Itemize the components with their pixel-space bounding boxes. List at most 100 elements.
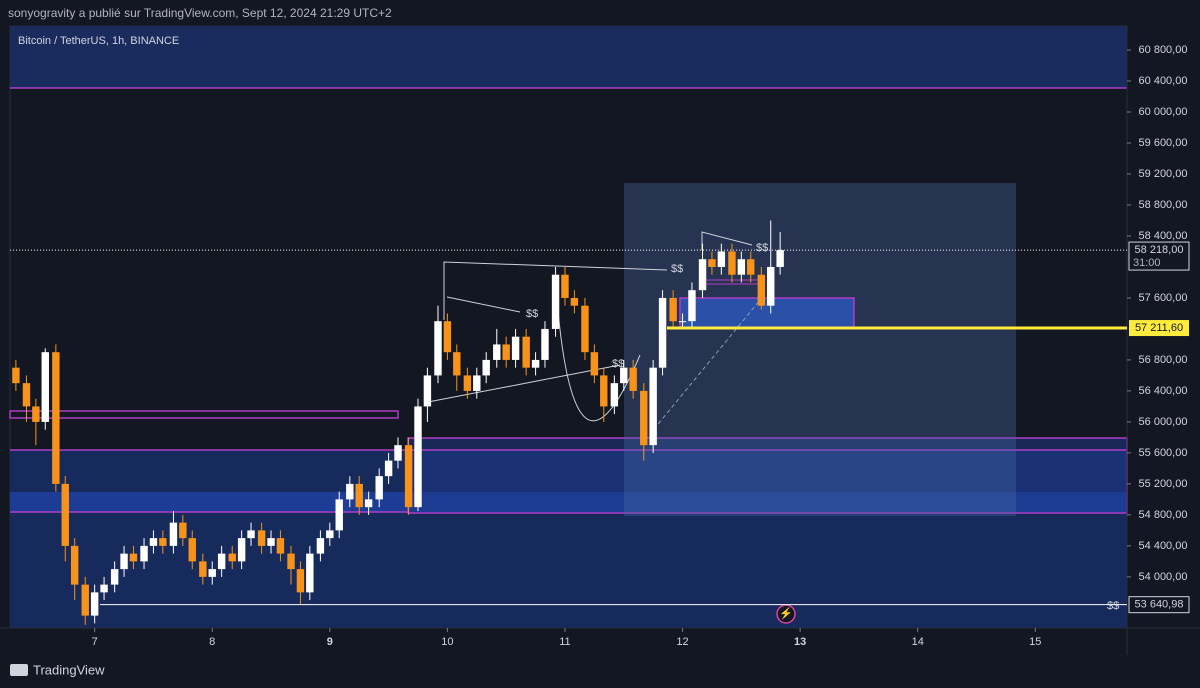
zone bbox=[10, 26, 1127, 88]
y-tick-label: 54 000,00 bbox=[1139, 571, 1188, 583]
candle-body bbox=[717, 251, 726, 267]
candle-body bbox=[620, 367, 628, 384]
annotation: $$ bbox=[671, 263, 683, 275]
candle-body bbox=[658, 297, 667, 368]
price-label: 53 640,98 bbox=[1135, 599, 1184, 611]
candle-body bbox=[52, 352, 60, 484]
candle-body bbox=[522, 336, 530, 368]
trend-line bbox=[446, 296, 521, 313]
price-label: 58 218,00 bbox=[1135, 244, 1184, 256]
candle-body bbox=[404, 445, 413, 508]
trend-line bbox=[443, 261, 668, 320]
candle-body bbox=[747, 259, 755, 275]
x-tick-label: 11 bbox=[559, 636, 570, 648]
logo bbox=[10, 664, 28, 676]
candle-body bbox=[375, 476, 383, 500]
candle-body bbox=[473, 375, 481, 391]
drawings bbox=[427, 231, 761, 441]
candle-body bbox=[688, 290, 696, 322]
footer: TradingView bbox=[33, 662, 105, 677]
candle-body bbox=[776, 250, 784, 267]
y-tick-label: 57 600,00 bbox=[1139, 292, 1188, 304]
candle-body bbox=[228, 553, 236, 562]
candle-body bbox=[346, 483, 354, 500]
candle-body bbox=[70, 545, 79, 585]
candle-body bbox=[237, 538, 246, 562]
candle-body bbox=[22, 383, 31, 407]
candle-body bbox=[149, 538, 158, 546]
annotation: $$ bbox=[612, 358, 624, 370]
candle-body bbox=[482, 359, 490, 376]
y-tick-label: 60 400,00 bbox=[1139, 75, 1188, 87]
candle-body bbox=[502, 344, 510, 360]
x-tick-label: 10 bbox=[441, 636, 453, 648]
footer-logo bbox=[10, 664, 28, 676]
candle-body bbox=[364, 499, 373, 508]
x-tick-label: 15 bbox=[1029, 636, 1041, 648]
candle-body bbox=[570, 297, 579, 306]
y-tick-label: 55 600,00 bbox=[1139, 447, 1188, 459]
candle-body bbox=[708, 259, 716, 267]
candle-body bbox=[493, 344, 501, 360]
annotation: $$ bbox=[1107, 600, 1119, 612]
candle-body bbox=[453, 352, 461, 376]
candle-body bbox=[296, 569, 305, 593]
y-tick-label: 56 400,00 bbox=[1139, 385, 1188, 397]
x-tick-label: 12 bbox=[676, 636, 688, 648]
candle-body bbox=[306, 553, 314, 593]
candle-body bbox=[179, 522, 187, 539]
candle-body bbox=[247, 530, 255, 539]
candle-body bbox=[649, 367, 657, 446]
candle-body bbox=[600, 375, 608, 407]
candle-body bbox=[90, 592, 99, 616]
event-icon-glyph: ⚡ bbox=[779, 607, 793, 620]
x-tick-label: 9 bbox=[327, 636, 333, 648]
candle-body bbox=[61, 483, 69, 546]
x-tick-label: 7 bbox=[92, 636, 98, 648]
candle-body bbox=[737, 259, 746, 275]
candle-body bbox=[423, 375, 432, 407]
candle-body bbox=[267, 538, 275, 546]
y-tick-label: 55 200,00 bbox=[1139, 478, 1188, 490]
candle-body bbox=[541, 328, 549, 360]
annotation: $$ bbox=[756, 242, 768, 254]
y-tick-label: 59 200,00 bbox=[1139, 168, 1188, 180]
x-tick-label: 8 bbox=[209, 636, 215, 648]
candle-body bbox=[140, 545, 148, 562]
candle-body bbox=[316, 538, 325, 554]
candle-body bbox=[629, 367, 637, 391]
candle-body bbox=[276, 538, 285, 554]
candle-body bbox=[443, 321, 452, 353]
candle-body bbox=[159, 538, 167, 546]
candle-body bbox=[326, 530, 334, 539]
candle-body bbox=[81, 584, 89, 616]
candle-body bbox=[335, 499, 343, 531]
candle-body bbox=[757, 274, 766, 306]
candle-body bbox=[110, 569, 119, 585]
zone bbox=[679, 297, 855, 329]
candle-body bbox=[384, 460, 393, 477]
candle-body bbox=[169, 522, 178, 546]
candle-body bbox=[414, 406, 422, 508]
candle-body bbox=[12, 367, 20, 384]
candle-body bbox=[32, 406, 40, 422]
price-label-box bbox=[1129, 320, 1189, 337]
candle-body bbox=[590, 352, 599, 376]
candle-body bbox=[669, 297, 677, 322]
y-tick-label: 60 800,00 bbox=[1139, 44, 1188, 56]
candle-body bbox=[434, 321, 442, 376]
y-tick-label: 58 800,00 bbox=[1139, 199, 1188, 211]
y-tick-label: 54 800,00 bbox=[1139, 509, 1188, 521]
x-tick-label: 14 bbox=[912, 636, 924, 648]
y-tick-label: 60 000,00 bbox=[1139, 106, 1188, 118]
candle-body bbox=[394, 445, 402, 461]
y-tick-label: 56 800,00 bbox=[1139, 354, 1188, 366]
candle-body bbox=[355, 483, 363, 508]
countdown: 31:00 bbox=[1133, 257, 1161, 269]
candle-body bbox=[511, 336, 520, 360]
y-tick-label: 59 600,00 bbox=[1139, 137, 1188, 149]
y-tick-label: 58 400,00 bbox=[1139, 230, 1188, 242]
candle-body bbox=[129, 553, 138, 562]
candle-body bbox=[561, 274, 569, 298]
